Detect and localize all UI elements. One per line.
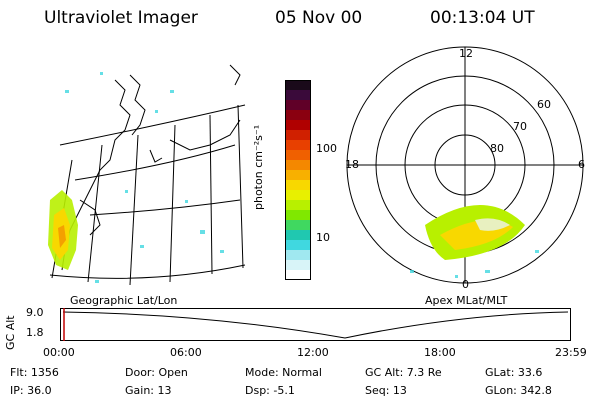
x-tick-2359: 23:59 [555,346,587,359]
info-gcalt: GC Alt: 7.3 Re [365,366,442,379]
colorbar-segment [285,210,311,221]
time-label: 00:13:04 UT [430,8,535,28]
info-dsp: Dsp: -5.1 [245,384,295,397]
colorbar-segment [285,130,311,141]
info-door: Door: Open [125,366,188,379]
altitude-plot [60,308,571,341]
info-seq: Seq: 13 [365,384,407,397]
colorbar-segment [285,100,311,111]
color-bar [285,80,311,280]
geo-panel-label: Geographic Lat/Lon [70,294,178,307]
colorbar-tick-100: 100 [316,142,337,155]
x-tick-0000: 00:00 [43,346,75,359]
polar-map [346,46,584,284]
altitude-tick-9: 9.0 [26,306,44,319]
altitude-axis-label: GC Alt [4,315,17,350]
colorbar-segment [285,250,311,261]
colorbar-unit-label: photon cm⁻²s⁻¹ [252,124,265,210]
x-tick-1200: 12:00 [297,346,329,359]
polar-lat-70: 70 [513,120,527,133]
colorbar-segment [285,190,311,201]
colorbar-segment [285,110,311,121]
colorbar-segment [285,150,311,161]
info-ip: IP: 36.0 [10,384,52,397]
colorbar-segment [285,230,311,241]
colorbar-segment [285,90,311,101]
info-gain: Gain: 13 [125,384,172,397]
colorbar-segment [285,80,311,91]
polar-label-6: 6 [578,158,585,171]
colorbar-tick-10: 10 [316,231,330,244]
colorbar-segment [285,170,311,181]
polar-label-0: 0 [462,278,469,291]
info-glon: GLon: 342.8 [485,384,552,397]
colorbar-segment [285,240,311,251]
colorbar-segment [285,200,311,211]
colorbar-segment [285,260,311,271]
colorbar-segment [285,220,311,231]
polar-panel-label: Apex MLat/MLT [425,294,508,307]
geographic-map [48,64,246,286]
instrument-title: Ultraviolet Imager [44,8,198,28]
colorbar-segment [285,120,311,131]
colorbar-segment [285,140,311,151]
altitude-tick-1-8: 1.8 [26,326,44,339]
info-glat: GLat: 33.6 [485,366,543,379]
date-label: 05 Nov 00 [275,8,363,28]
x-tick-0600: 06:00 [170,346,202,359]
x-tick-1800: 18:00 [424,346,456,359]
colorbar-segment [285,180,311,191]
polar-lat-60: 60 [537,98,551,111]
info-flt: Flt: 1356 [10,366,59,379]
polar-label-12: 12 [459,47,473,60]
polar-label-18: 18 [345,158,359,171]
colorbar-segment [285,160,311,171]
colorbar-segment [285,270,311,280]
info-mode: Mode: Normal [245,366,322,379]
polar-lat-80: 80 [490,142,504,155]
